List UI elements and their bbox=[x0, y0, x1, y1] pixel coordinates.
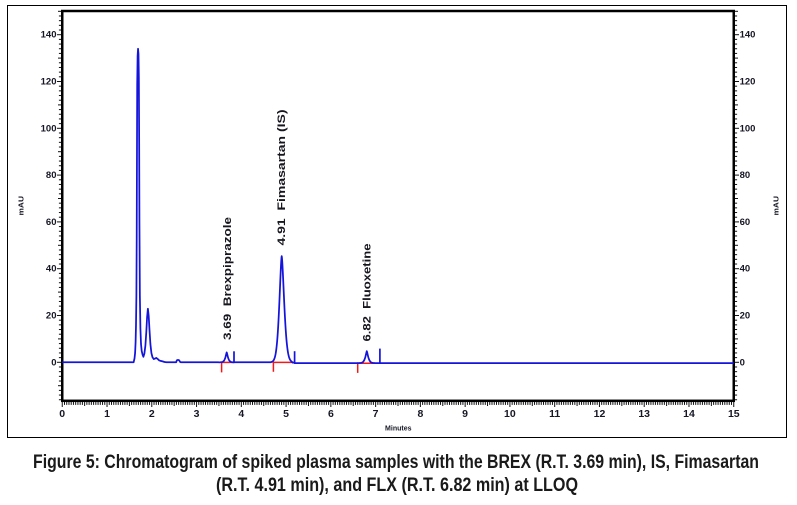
svg-text:4: 4 bbox=[238, 408, 244, 420]
svg-text:60: 60 bbox=[46, 217, 57, 228]
svg-text:1: 1 bbox=[104, 408, 110, 420]
svg-text:140: 140 bbox=[41, 30, 57, 41]
svg-text:120: 120 bbox=[740, 77, 756, 88]
svg-text:60: 60 bbox=[740, 217, 751, 228]
svg-text:mAU: mAU bbox=[771, 196, 780, 216]
svg-text:8: 8 bbox=[417, 408, 423, 420]
svg-text:20: 20 bbox=[740, 311, 751, 322]
svg-text:6: 6 bbox=[328, 408, 334, 420]
svg-text:4.91 Fimasartan (IS): 4.91 Fimasartan (IS) bbox=[276, 109, 288, 245]
svg-text:Minutes: Minutes bbox=[385, 426, 412, 433]
svg-text:80: 80 bbox=[46, 170, 57, 181]
svg-text:0: 0 bbox=[51, 357, 56, 368]
svg-text:40: 40 bbox=[740, 264, 751, 275]
svg-text:100: 100 bbox=[740, 123, 756, 134]
svg-text:40: 40 bbox=[46, 264, 57, 275]
svg-text:11: 11 bbox=[549, 408, 560, 420]
svg-text:0: 0 bbox=[59, 408, 65, 420]
svg-text:140: 140 bbox=[740, 30, 756, 41]
svg-text:3.69 Brexpiprazole: 3.69 Brexpiprazole bbox=[222, 217, 234, 340]
svg-text:14: 14 bbox=[683, 408, 695, 420]
svg-text:0: 0 bbox=[740, 357, 745, 368]
svg-text:10: 10 bbox=[504, 408, 516, 420]
svg-text:80: 80 bbox=[740, 170, 751, 181]
svg-text:20: 20 bbox=[46, 311, 57, 322]
svg-text:9: 9 bbox=[462, 408, 468, 420]
svg-text:mAU: mAU bbox=[17, 196, 26, 216]
svg-text:3: 3 bbox=[194, 408, 200, 420]
svg-text:6.82 Fluoxetine: 6.82 Fluoxetine bbox=[361, 244, 373, 342]
svg-text:5: 5 bbox=[283, 408, 289, 420]
svg-text:15: 15 bbox=[728, 408, 740, 420]
svg-text:13: 13 bbox=[638, 408, 650, 420]
svg-text:2: 2 bbox=[149, 408, 155, 420]
svg-text:12: 12 bbox=[594, 408, 606, 420]
svg-text:120: 120 bbox=[41, 77, 57, 88]
svg-text:7: 7 bbox=[373, 408, 379, 420]
svg-text:100: 100 bbox=[41, 123, 57, 134]
